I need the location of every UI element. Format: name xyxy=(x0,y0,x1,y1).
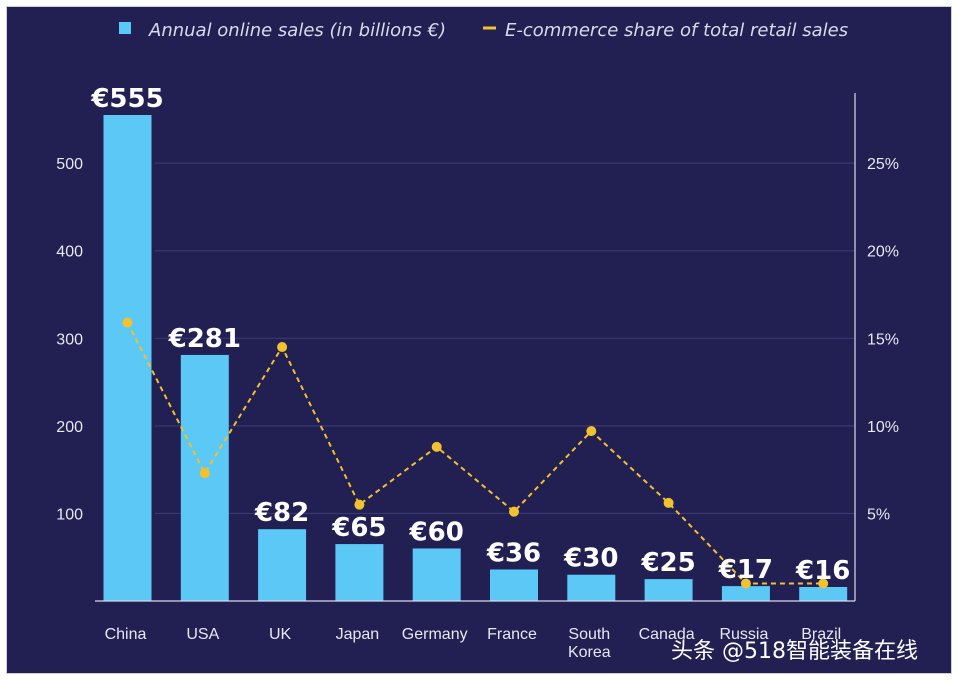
bar-value-label: €555 xyxy=(90,84,163,114)
bar-value-label: €25 xyxy=(640,548,695,578)
left-tick-label: 100 xyxy=(56,506,83,523)
bar-germany xyxy=(412,548,461,601)
bar-value-label: €16 xyxy=(795,556,850,586)
share-point xyxy=(509,506,519,517)
category-label: Canada xyxy=(639,626,695,643)
share-point xyxy=(663,497,674,508)
category-label: China xyxy=(105,626,147,643)
right-tick-label: 15% xyxy=(867,331,899,348)
bar-brazil xyxy=(799,586,848,601)
share-point xyxy=(818,578,829,589)
bar-value-label: €281 xyxy=(168,324,241,354)
share-point xyxy=(740,578,751,589)
bar-japan xyxy=(335,544,384,601)
bar-russia xyxy=(721,586,770,601)
chart-panel: €555 €281 €82 €65 €60 €36 €30 €25 €17 €16 100 200 3… xyxy=(6,6,952,674)
gridlines xyxy=(155,162,855,515)
share-line-path xyxy=(126,322,824,585)
bar-value-label: €36 xyxy=(486,538,541,568)
bar-china xyxy=(103,115,152,601)
left-tick-label: 500 xyxy=(56,156,83,173)
category-label: USA xyxy=(186,626,219,643)
bar-value-label: €17 xyxy=(718,555,773,585)
chart: €555 €281 €82 €65 €60 €36 €30 €25 €17 €16 100 200 3… xyxy=(56,20,918,664)
category-label: Japan xyxy=(336,626,380,643)
right-tick-label: 20% xyxy=(867,244,899,261)
right-axis: 5% 10% 15% 20% 25% xyxy=(867,156,899,523)
bar-value-label: €65 xyxy=(331,513,386,543)
bars xyxy=(103,115,848,601)
left-tick-label: 300 xyxy=(56,331,83,348)
category-label: Germany xyxy=(402,626,468,643)
left-tick-label: 200 xyxy=(56,419,83,436)
share-point xyxy=(431,441,442,452)
share-point xyxy=(586,426,597,437)
bar-value-label: €60 xyxy=(409,517,464,547)
right-tick-label: 10% xyxy=(867,419,899,436)
share-line xyxy=(122,317,829,589)
legend: Annual online sales (in billions €) E-co… xyxy=(119,20,848,41)
left-axis: 100 200 300 400 500 xyxy=(56,156,83,523)
category-label: Brazil xyxy=(801,626,841,643)
x-axis: China USA UK Japan Germany France South Korea Ca… xyxy=(105,626,842,661)
category-label: UK xyxy=(269,626,292,643)
share-point xyxy=(199,468,210,479)
share-point xyxy=(122,317,133,328)
share-point xyxy=(277,342,288,353)
bar-uk xyxy=(258,529,307,601)
category-label: Russia xyxy=(719,626,768,643)
bar-value-label: €30 xyxy=(563,544,618,574)
right-tick-label: 5% xyxy=(867,506,890,523)
category-label: France xyxy=(487,626,537,643)
bar-south-korea xyxy=(567,574,616,601)
right-tick-label: 25% xyxy=(867,156,899,173)
legend-bar-swatch xyxy=(119,22,131,34)
value-labels: €555 €281 €82 €65 €60 €36 €30 €25 €17 €16 xyxy=(90,84,850,586)
legend-line-label: E-commerce share of total retail sales xyxy=(505,20,848,41)
left-tick-label: 400 xyxy=(56,244,83,261)
watermark: 头条 @518智能装备在线 xyxy=(671,639,918,664)
bar-value-label: €82 xyxy=(254,498,309,528)
bar-france xyxy=(490,569,538,601)
category-label: South Korea xyxy=(568,626,611,661)
bar-canada xyxy=(644,579,693,601)
legend-bar-label: Annual online sales (in billions €) xyxy=(148,20,446,41)
share-point xyxy=(354,499,365,510)
